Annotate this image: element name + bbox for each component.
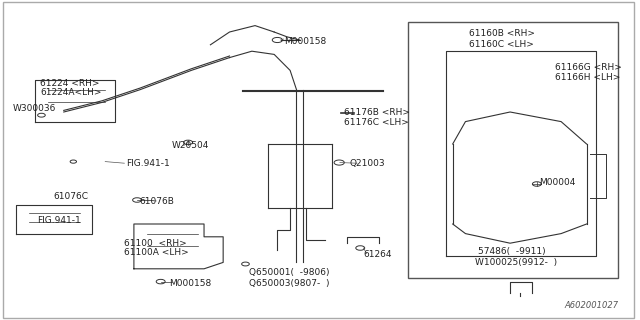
Text: 61076B: 61076B <box>139 197 174 206</box>
Text: Q650001(  -9806): Q650001( -9806) <box>249 268 329 277</box>
Text: W20504: W20504 <box>172 141 209 150</box>
Text: M000158: M000158 <box>284 37 326 46</box>
Text: 61100A <LH>: 61100A <LH> <box>124 248 189 257</box>
Text: 61166G <RH>: 61166G <RH> <box>555 63 621 72</box>
Text: FIG.941-1: FIG.941-1 <box>126 159 170 168</box>
Text: 61166H <LH>: 61166H <LH> <box>555 73 620 82</box>
Text: 61176C <LH>: 61176C <LH> <box>344 118 409 127</box>
Text: 61160B <RH>: 61160B <RH> <box>468 29 534 38</box>
Text: 61176B <RH>: 61176B <RH> <box>344 108 410 116</box>
Text: M000158: M000158 <box>169 279 211 288</box>
Text: FIG.941-1: FIG.941-1 <box>37 216 81 225</box>
Text: 61076C: 61076C <box>53 192 88 201</box>
Text: Q21003: Q21003 <box>349 159 385 168</box>
Text: A602001027: A602001027 <box>564 301 618 310</box>
Text: Q650003(9807-  ): Q650003(9807- ) <box>249 279 329 288</box>
Text: 61224A<LH>: 61224A<LH> <box>40 88 102 97</box>
Text: W100025(9912-  ): W100025(9912- ) <box>475 258 557 267</box>
Text: 61224 <RH>: 61224 <RH> <box>40 79 100 88</box>
Text: W300036: W300036 <box>13 104 56 113</box>
Text: 57486(  -9911): 57486( -9911) <box>478 247 546 256</box>
Text: 61100  <RH>: 61100 <RH> <box>124 239 187 248</box>
Text: 61264: 61264 <box>364 250 392 259</box>
Bar <box>408 22 618 278</box>
Text: 61160C <LH>: 61160C <LH> <box>468 40 534 49</box>
Text: M00004: M00004 <box>539 178 575 187</box>
